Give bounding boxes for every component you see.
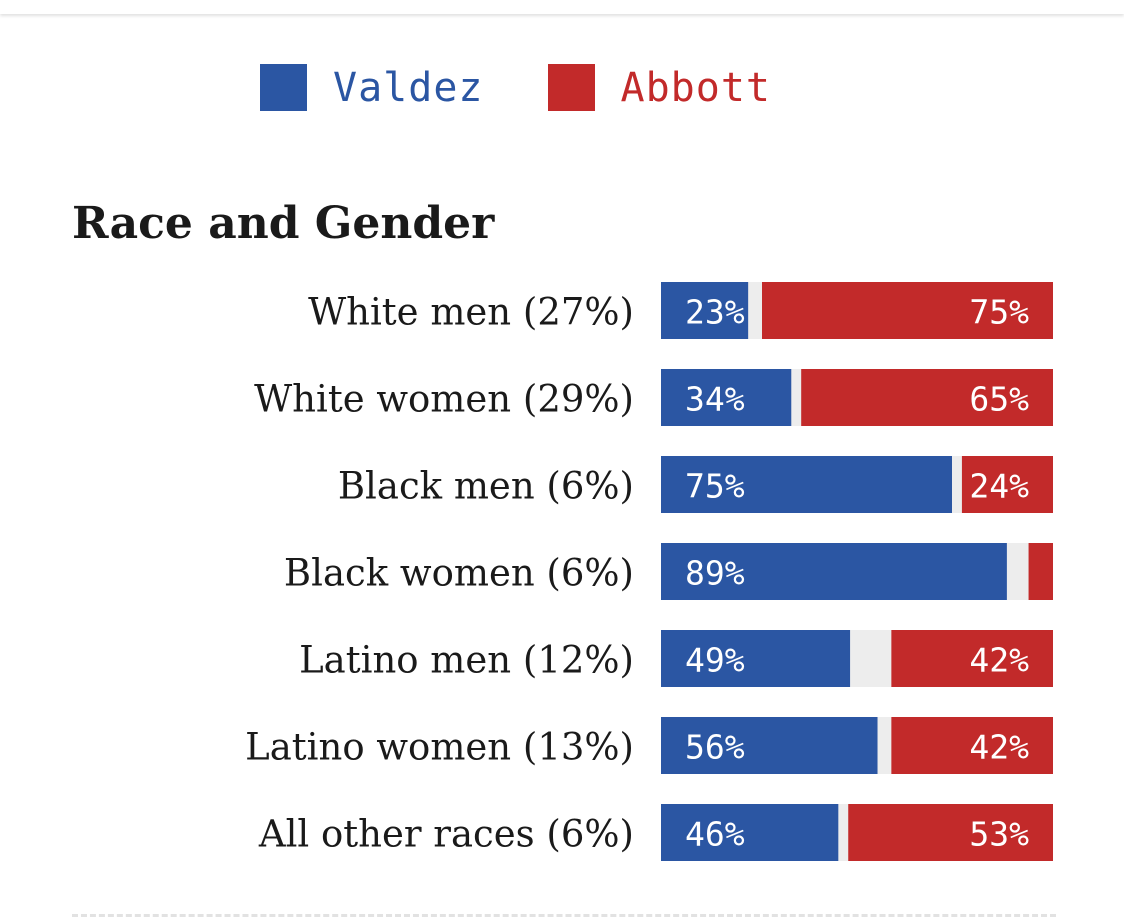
data-label-valdez: 23% (685, 293, 745, 332)
category-label: White men (27%) (308, 291, 634, 334)
data-label-abbott: 65% (969, 380, 1029, 419)
data-label-valdez: 75% (685, 467, 745, 506)
data-label-abbott: 42% (969, 641, 1029, 680)
legend-label-abbott: Abbott (620, 64, 771, 111)
data-label-abbott: 24% (969, 467, 1029, 506)
section-title: Race and Gender (72, 198, 495, 249)
bar-abbott (891, 630, 1053, 687)
bar-valdez (661, 456, 952, 513)
data-label-valdez: 34% (685, 380, 745, 419)
bar-abbott (891, 717, 1053, 774)
legend-item-abbott: Abbott (547, 64, 772, 111)
bar-abbott (801, 369, 1053, 426)
top-divider (0, 0, 1124, 14)
bar-valdez (661, 717, 878, 774)
bar-valdez (661, 543, 1007, 600)
legend: Valdez Abbott (260, 64, 835, 111)
category-label: White women (29%) (254, 378, 634, 421)
bar-valdez (661, 369, 792, 426)
bar-abbott (848, 804, 1053, 861)
data-label-abbott: 53% (969, 815, 1029, 854)
category-label: All other races (6%) (258, 813, 634, 856)
legend-item-valdez: Valdez (260, 64, 484, 111)
category-label: Black men (6%) (338, 465, 634, 508)
data-label-abbott: 75% (969, 293, 1029, 332)
data-label-valdez: 89% (685, 554, 745, 593)
bar-abbott (762, 282, 1053, 339)
bar-valdez (661, 630, 851, 687)
bar-abbott (1028, 543, 1053, 600)
bar-valdez (661, 804, 839, 861)
legend-swatch-valdez (260, 64, 307, 111)
data-label-valdez: 49% (685, 641, 745, 680)
category-label: Latino men (12%) (299, 639, 634, 682)
bar-abbott (961, 456, 1053, 513)
bottom-divider (72, 914, 1056, 917)
legend-swatch-abbott (547, 64, 595, 111)
category-label: Black women (6%) (284, 552, 634, 595)
category-label: Latino women (13%) (245, 726, 634, 769)
data-label-valdez: 46% (685, 815, 745, 854)
legend-label-valdez: Valdez (333, 64, 484, 111)
data-label-abbott: 42% (969, 728, 1029, 767)
data-label-valdez: 56% (685, 728, 745, 767)
bar-valdez (661, 282, 749, 339)
